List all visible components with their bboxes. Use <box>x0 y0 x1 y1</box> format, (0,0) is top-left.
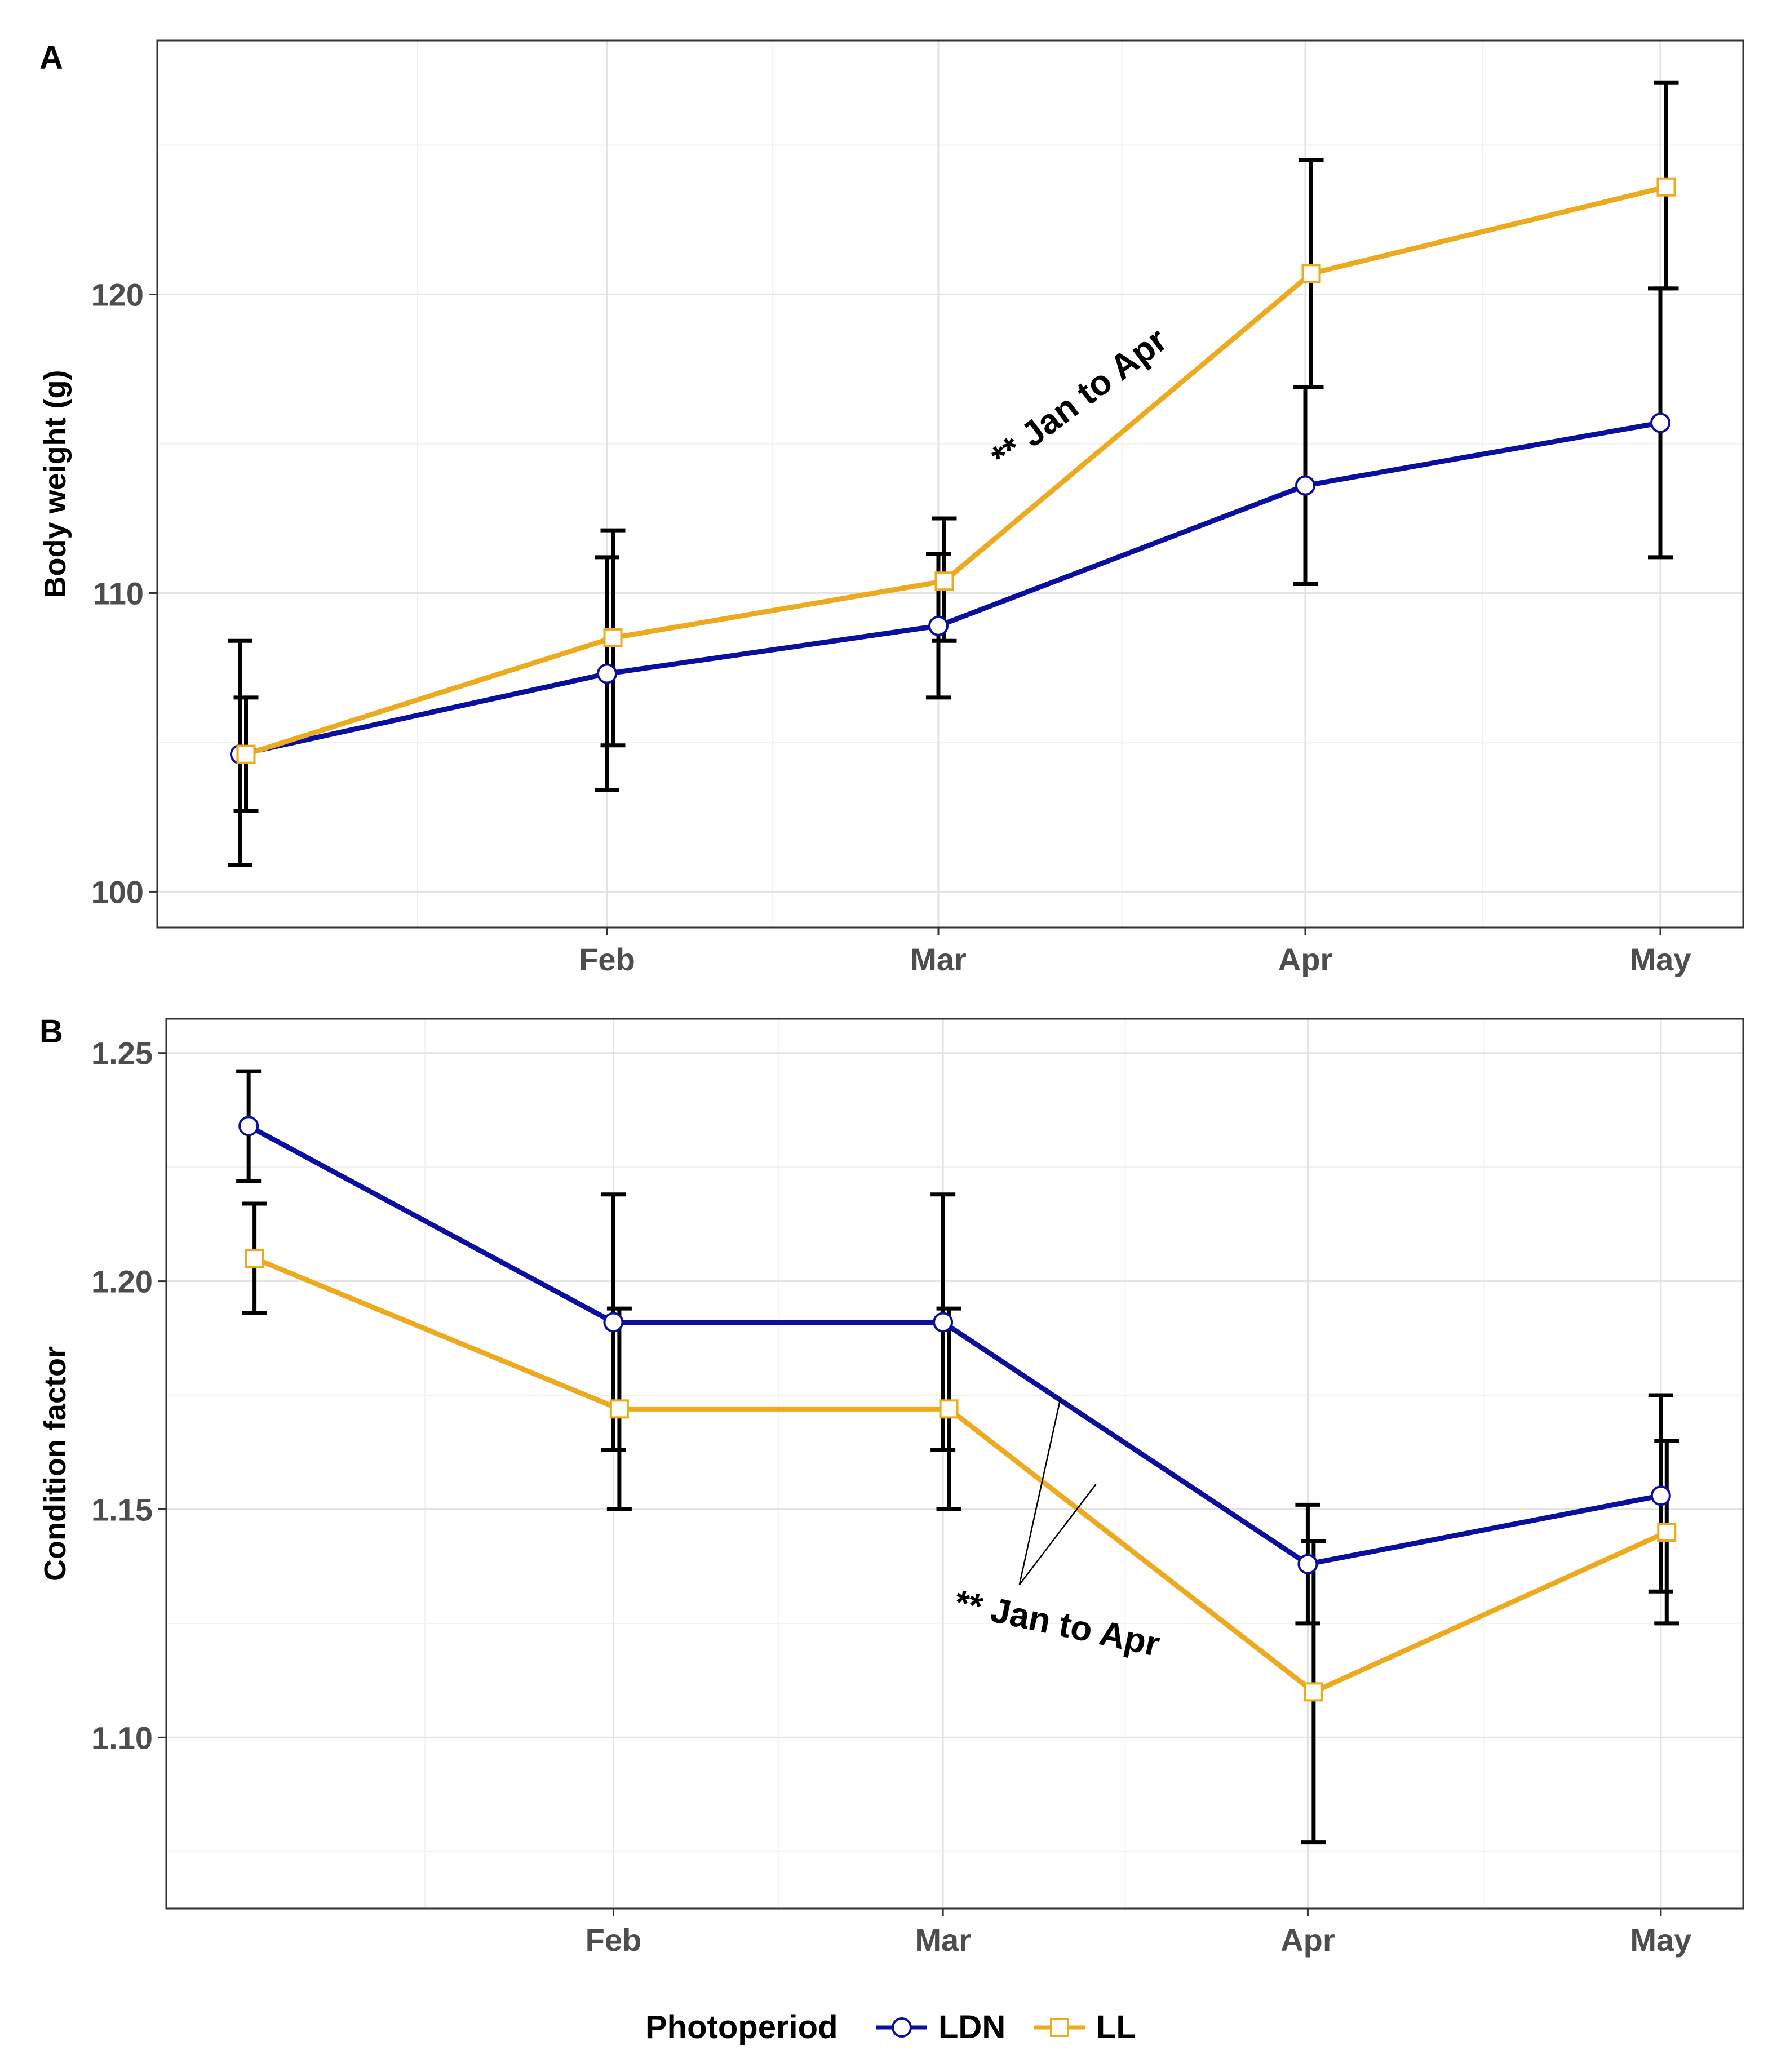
x-tick-label: Feb <box>586 1922 642 1958</box>
point-ll <box>1657 1522 1677 1542</box>
y-axis-title: Condition factor <box>38 1346 72 1581</box>
x-tick-label: May <box>1630 1922 1691 1958</box>
point-ldn <box>1650 412 1670 433</box>
y-tick-label: 120 <box>91 277 144 312</box>
point-ldn <box>1650 1485 1671 1506</box>
legend: Photoperiod LDN LL <box>645 2009 1136 2046</box>
panel-border <box>156 39 1744 929</box>
legend-item-ll: LL <box>1034 2009 1136 2046</box>
legend-label: LDN <box>938 2009 1005 2046</box>
y-axis-title: Body weight (g) <box>38 370 72 598</box>
plot-area <box>157 41 1743 928</box>
x-tick-label: Feb <box>579 942 635 977</box>
series-group <box>236 1069 1679 1845</box>
panel-border <box>165 1018 1744 1910</box>
point-ll <box>1301 264 1321 283</box>
point-ll <box>245 1249 264 1268</box>
y-tick-label: 1.15 <box>91 1492 153 1527</box>
y-tick-label: 1.10 <box>91 1720 153 1755</box>
panel-letter: B <box>39 1013 63 1050</box>
point-ldn <box>597 663 617 684</box>
point-ll <box>609 1399 629 1419</box>
x-tick-label: Mar <box>910 942 967 977</box>
plot-area <box>166 1019 1743 1909</box>
annotation-pointer-line <box>1018 1484 1097 1585</box>
series-group <box>228 80 1679 867</box>
point-ll <box>1304 1682 1323 1702</box>
x-tick-label: Mar <box>915 1922 971 1958</box>
y-tick-label: 1.20 <box>91 1264 153 1299</box>
legend-label: LL <box>1096 2009 1136 2046</box>
point-ll <box>939 1399 959 1419</box>
point-ll <box>603 628 623 647</box>
point-ldn <box>1297 1554 1318 1574</box>
point-ldn <box>1295 475 1315 496</box>
legend-item-ldn: LDN <box>876 2009 1005 2046</box>
legend-key-square <box>1050 2018 1069 2037</box>
point-ll <box>236 744 256 764</box>
point-ll <box>934 571 954 591</box>
panel-b: Feb Mar Apr May 1.10 1.15 1.20 1.25 Condition fa… <box>38 1013 1744 1958</box>
y-tick-label: 110 <box>93 575 144 611</box>
x-tick-label: Apr <box>1280 1922 1335 1958</box>
y-tick-label: 100 <box>91 874 144 909</box>
legend-title: Photoperiod <box>645 2009 838 2046</box>
point-ldn <box>238 1116 259 1137</box>
point-ldn <box>933 1312 954 1333</box>
annotation-pointer-line <box>1018 1397 1062 1585</box>
panel-letter: A <box>39 39 63 76</box>
legend-key-circle <box>892 2017 912 2038</box>
point-ldn <box>928 615 949 636</box>
legend-items: LDN LL <box>876 2009 1136 2046</box>
point-ll <box>1656 177 1676 197</box>
point-ldn <box>603 1312 624 1333</box>
y-tick-label: 1.25 <box>91 1036 153 1071</box>
x-tick-label: Apr <box>1278 942 1332 977</box>
x-tick-label: May <box>1630 942 1691 977</box>
